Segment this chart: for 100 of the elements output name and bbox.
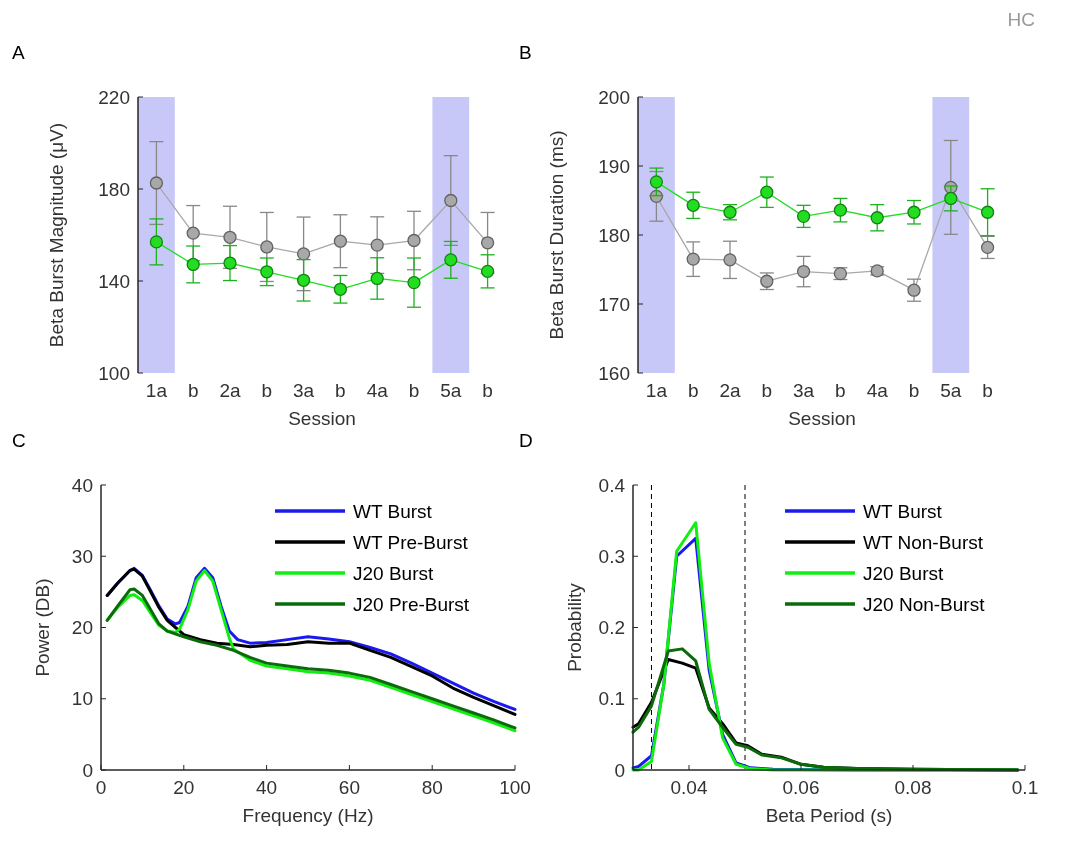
y-tick-label: 40: [71, 474, 93, 496]
x-tick-label: b: [761, 380, 773, 401]
y-tick-label: 0: [82, 759, 93, 781]
x-tick-label: 2a: [719, 380, 741, 401]
x-tick-label: 4a: [866, 380, 889, 401]
point: [796, 209, 811, 224]
y-axis-title: Beta Burst Duration (ms): [546, 130, 567, 340]
point: [407, 275, 421, 290]
legend-label: J20 Pre-Burst: [353, 593, 470, 615]
x-tick-label: 5a: [440, 380, 462, 401]
y-tick-label: 0.3: [598, 545, 625, 567]
point: [296, 247, 311, 261]
point: [444, 193, 458, 208]
point: [480, 264, 495, 278]
x-tick-label: b: [408, 380, 420, 401]
x-tick-label: 80: [421, 777, 443, 798]
x-tick-label: 1a: [145, 380, 168, 401]
point: [944, 191, 958, 206]
legend-label: WT Non-Burst: [863, 531, 984, 553]
x-axis-title: Session: [288, 408, 356, 429]
point: [686, 198, 700, 212]
point: [296, 273, 311, 287]
x-axis-title: Beta Period (s): [765, 805, 893, 826]
legend-label: WT Pre-Burst: [353, 531, 469, 553]
chart-title: C: [12, 430, 26, 451]
point: [444, 253, 458, 267]
y-tick-label: 170: [598, 293, 630, 315]
x-tick-label: 3a: [293, 380, 315, 401]
point: [649, 175, 664, 189]
point: [223, 230, 237, 244]
point: [907, 205, 921, 219]
point: [370, 271, 384, 286]
point: [370, 238, 384, 252]
legend-label: J20 Burst: [863, 562, 944, 584]
x-tick-label: 3a: [793, 380, 815, 401]
point: [760, 185, 774, 199]
point: [223, 256, 237, 270]
y-tick-label: 190: [598, 155, 630, 177]
x-tick-label: 20: [173, 777, 195, 798]
y-axis-title: Power (DB): [32, 578, 53, 677]
y-tick-label: 30: [71, 545, 93, 567]
legend-label: WT Burst: [863, 500, 943, 522]
x-tick-label: b: [187, 380, 199, 401]
y-tick-label: 200: [598, 86, 630, 108]
x-tick-label: b: [982, 380, 993, 401]
point: [186, 257, 200, 272]
point: [796, 264, 811, 279]
chart-title: A: [12, 42, 25, 63]
text: HC: [1007, 9, 1035, 30]
y-tick-label: 20: [71, 617, 93, 639]
y-tick-label: 160: [598, 362, 630, 384]
y-tick-label: 0.2: [598, 617, 625, 639]
x-tick-label: b: [687, 380, 699, 401]
x-axis-title: Frequency (Hz): [242, 805, 374, 826]
x-tick-label: 0.1: [1011, 777, 1039, 798]
y-tick-label: 10: [71, 688, 93, 710]
x-tick-label: 0.04: [670, 777, 708, 798]
legend-label: J20 Burst: [353, 562, 434, 584]
point: [186, 226, 200, 240]
y-tick-label: 140: [98, 270, 130, 292]
point: [980, 205, 995, 219]
x-tick-label: 0.06: [782, 777, 820, 798]
y-tick-label: 180: [598, 224, 630, 246]
x-tick-label: 5a: [940, 380, 962, 401]
point: [686, 252, 700, 266]
point: [907, 283, 921, 297]
y-tick-label: 0.1: [598, 688, 625, 710]
point: [149, 176, 164, 190]
point: [333, 282, 348, 296]
y-tick-label: 100: [98, 362, 130, 384]
point: [833, 203, 848, 217]
x-tick-label: 4a: [366, 380, 389, 401]
x-tick-label: 100: [499, 777, 531, 798]
y-tick-label: 0.4: [598, 474, 626, 496]
x-tick-label: 60: [338, 777, 360, 798]
point: [260, 265, 274, 279]
point: [149, 235, 164, 249]
x-tick-label: b: [261, 380, 273, 401]
x-tick-label: 40: [256, 777, 278, 798]
x-tick-label: b: [482, 380, 493, 401]
legend-label: J20 Non-Burst: [863, 593, 986, 615]
x-tick-label: b: [908, 380, 920, 401]
point: [407, 233, 421, 248]
y-tick-label: 220: [98, 86, 130, 108]
point: [980, 240, 995, 255]
x-axis-title: Session: [788, 408, 856, 429]
point: [870, 211, 884, 225]
chart-title: B: [519, 42, 532, 63]
x-tick-label: b: [835, 380, 846, 401]
y-tick-label: 180: [98, 178, 130, 200]
point: [260, 240, 274, 254]
point: [333, 234, 348, 248]
legend-label: WT Burst: [353, 500, 433, 522]
x-tick-label: 1a: [645, 380, 668, 401]
point: [723, 253, 737, 267]
x-tick-label: b: [335, 380, 346, 401]
x-tick-label: 0.08: [894, 777, 932, 798]
x-tick-label: 2a: [219, 380, 241, 401]
y-tick-label: 0: [614, 759, 625, 781]
point: [480, 236, 495, 250]
